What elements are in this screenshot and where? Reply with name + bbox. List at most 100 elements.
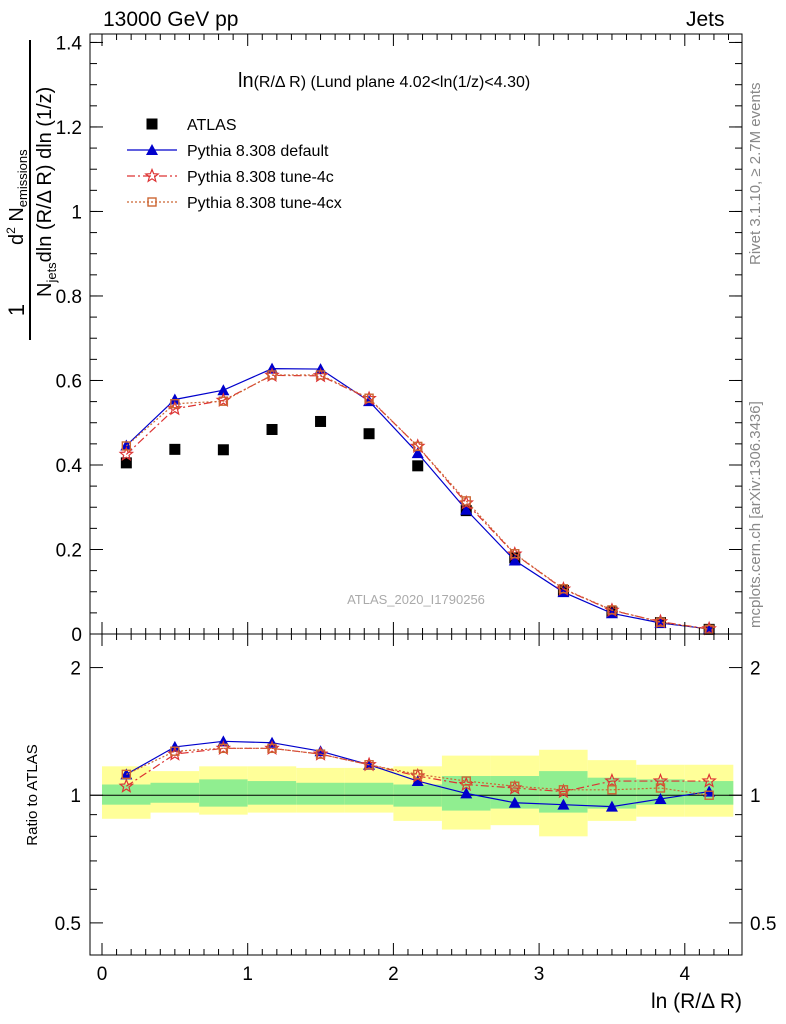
ylabel-one: 1 (4, 304, 29, 316)
header-right: Jets (686, 8, 725, 31)
data-point-0-3 (266, 423, 278, 435)
ratio-xtick-label-4: 4 (680, 964, 691, 985)
ratio-xtick-label-3: 3 (534, 964, 545, 985)
ylabel-n_jets_sub: jets (44, 262, 59, 284)
ratio-frame (89, 633, 743, 956)
ratio-point-0-6 (411, 775, 424, 787)
stat-band-0 (102, 784, 151, 805)
ratio-ytick-label-right-1: 1 (750, 786, 761, 807)
data-point-0-2 (217, 444, 229, 456)
data-point-3-2 (218, 396, 229, 406)
data-point-3-11 (655, 617, 666, 627)
data-point-3-9 (558, 584, 569, 594)
ratio-xlabel: ln (R/Δ R) (651, 990, 742, 1013)
series-line-2 (125, 374, 710, 630)
main-ytick-label-0: 0 (71, 625, 82, 646)
main-ytick-label-7: 1.4 (56, 33, 83, 54)
ylabel-n_jets: N (34, 283, 56, 297)
main-ytick-label-6: 1.2 (56, 118, 82, 139)
data-point-1-1 (168, 393, 181, 405)
ratio-ytick-label-left-0: 0.5 (55, 914, 81, 935)
data-point-3-3 (267, 370, 277, 380)
ratio-point-2-3 (267, 743, 277, 754)
ratio-point-2-1 (170, 746, 180, 756)
ratio-point-2-12 (704, 790, 714, 800)
main-panel: ATLAS_2020_I1790256 0 0.2 0.4 0.6 0.8 1 1.2 1.4 l… (4, 33, 743, 646)
ratio-point-2-9 (558, 785, 569, 795)
data-point-3-5 (364, 393, 374, 403)
series-line-3 (125, 374, 710, 630)
main-ytick-label-1: 0.2 (56, 540, 82, 561)
data-point-0-4 (315, 415, 327, 427)
data-point-1-2 (217, 384, 230, 396)
plot-title: ln(R/Δ R) (Lund plane 4.02<ln(1/z)<4.30) (238, 70, 530, 92)
data-point-1-6 (411, 447, 424, 459)
legend-marker-2 (144, 167, 160, 183)
ratio-point-0-9 (557, 798, 570, 810)
ratio-point-2-10 (607, 785, 617, 795)
main-ytick-label-2: 0.4 (56, 456, 83, 477)
data-point-1-7 (460, 503, 473, 515)
ratio-point-1-0 (118, 778, 135, 793)
data-point-3-12 (704, 624, 714, 635)
ylabel-den_rest: dln (R/Δ R) dln (1/z) (34, 87, 56, 263)
ratio-point-1-10 (604, 772, 620, 788)
ratio-point-0-7 (460, 787, 473, 799)
ratio-xtick-label-1: 1 (242, 964, 253, 985)
ratio-point-2-2 (218, 743, 229, 754)
data-point-3-4 (315, 370, 326, 380)
data-point-2-0 (118, 446, 135, 462)
ratio-point-2-6 (413, 769, 423, 780)
stat-band-1 (150, 782, 200, 803)
data-point-3-1 (170, 399, 180, 409)
data-point-0-1 (169, 443, 181, 455)
ratio-point-0-10 (605, 800, 618, 812)
ratio-point-2-0 (121, 769, 132, 780)
legend-label-2: Pythia 8.308 tune-4c (187, 169, 334, 186)
ylabel-num_sub: emissions (15, 149, 30, 207)
ratio-point-2-11 (655, 783, 666, 793)
data-point-3-6 (413, 441, 423, 452)
ratio-ytick-label-right-2: 2 (750, 659, 761, 680)
ylabel-num_n: N (6, 207, 28, 227)
data-point-3-0 (121, 441, 132, 451)
plot-title-rest: (R/Δ R) (Lund plane 4.02<ln(1/z)<4.30) (254, 74, 531, 91)
ylabel-num_d: d (6, 234, 28, 245)
ratio-point-1-12 (701, 772, 717, 788)
ratio-point-2-7 (461, 776, 471, 786)
series-line-1 (125, 368, 710, 630)
ratio-xtick-label-2: 2 (388, 964, 399, 985)
ratio-point-0-11 (654, 792, 667, 804)
ratio-ytick-label-left-2: 2 (70, 659, 81, 680)
stat-band-3 (247, 781, 297, 805)
data-point-0-6 (412, 460, 424, 472)
legend-marker-3 (147, 197, 157, 207)
legend-label-1: Pythia 8.308 default (187, 143, 329, 160)
legend-marker-0 (146, 118, 158, 130)
data-point-3-8 (510, 549, 520, 559)
ratio-point-2-8 (510, 781, 520, 791)
stat-band-4 (296, 782, 345, 805)
data-point-0-5 (363, 428, 375, 440)
data-point-0-0 (120, 457, 132, 469)
legend-marker-1 (146, 144, 158, 155)
watermark-label: ATLAS_2020_I1790256 (347, 592, 485, 607)
stat-band-5 (344, 782, 394, 805)
ylabel-num_sup: 2 (4, 227, 18, 234)
ratio-ytick-label-left-1: 1 (70, 786, 81, 807)
ratio-panel: 0.5 0.5 1 1 2 2 0 1 2 3 4 Ratio to ATLAS ln (R/Δ R) (24, 633, 776, 1013)
data-point-1-8 (508, 554, 521, 566)
ratio-xtick-label-0: 0 (97, 964, 108, 985)
plot-title-ln: ln (238, 70, 254, 92)
legend-label-3: Pythia 8.308 tune-4cx (187, 195, 342, 212)
stat-band-2 (199, 779, 248, 807)
ratio-point-2-5 (364, 760, 374, 770)
data-point-1-0 (120, 439, 133, 451)
ratio-line-1 (126, 747, 710, 793)
ratio-ylabel: Ratio to ATLAS (24, 744, 41, 845)
main-ytick-label-5: 1 (71, 202, 82, 223)
main-ytick-label-3: 0.6 (56, 371, 82, 392)
data-point-3-10 (607, 605, 617, 615)
